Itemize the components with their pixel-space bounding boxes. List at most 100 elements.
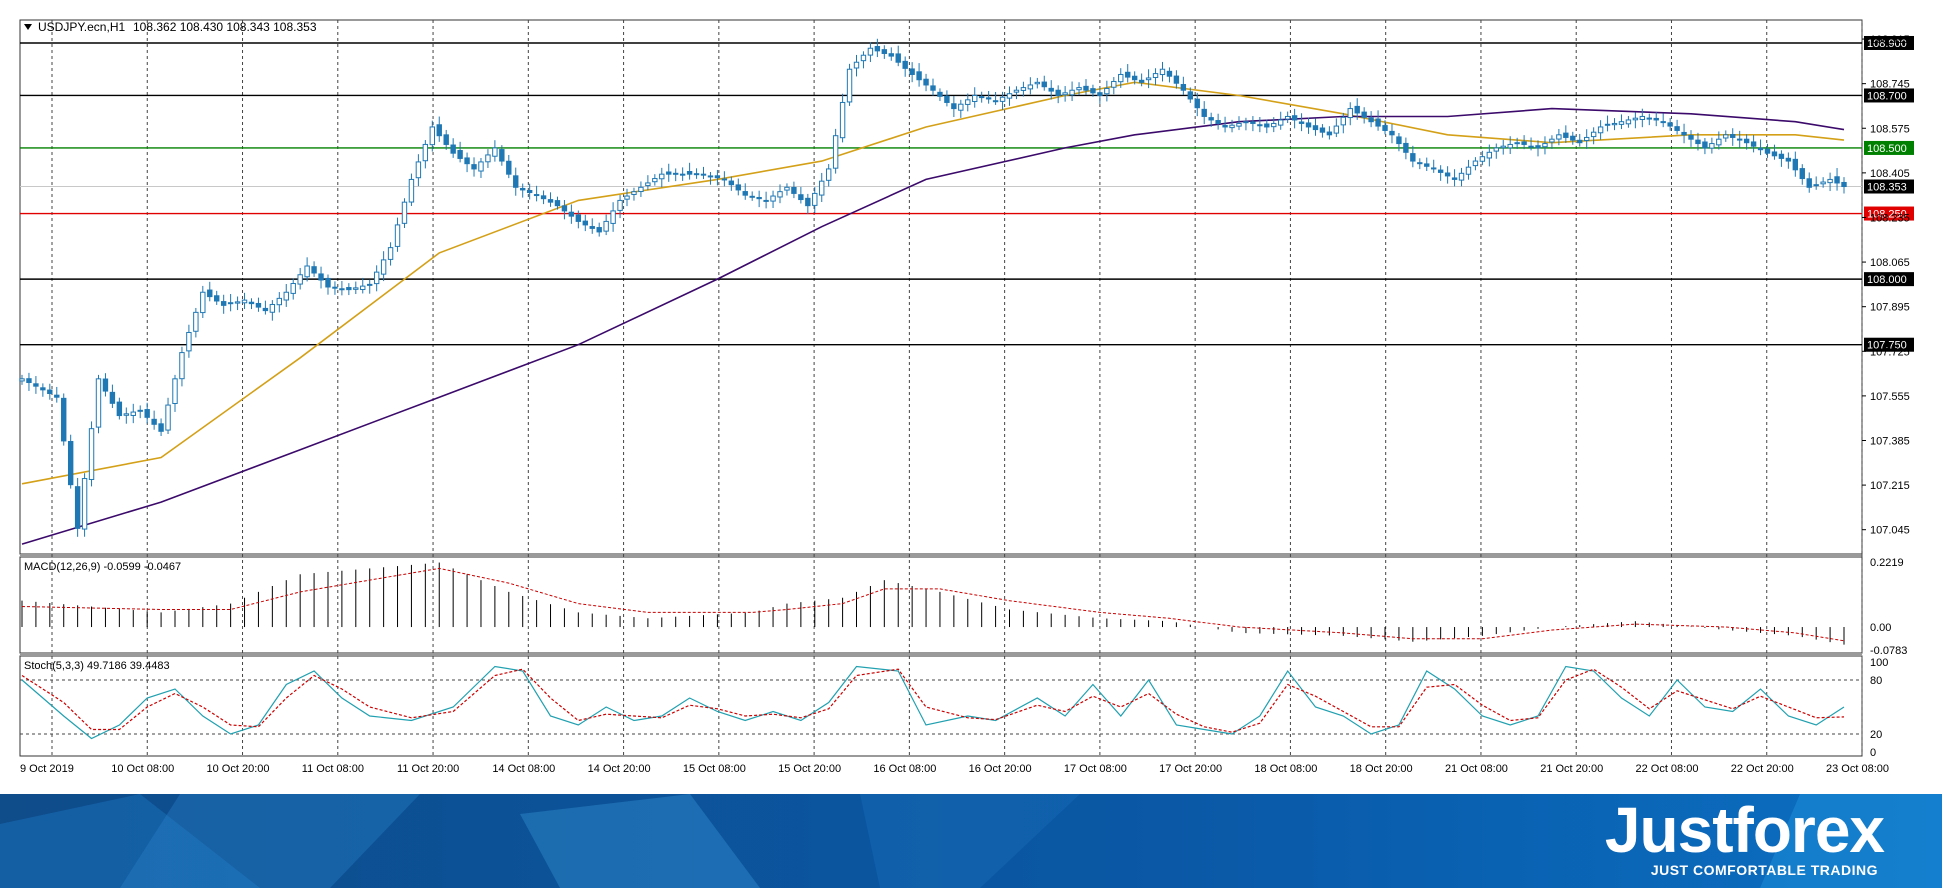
candle-body [846, 68, 853, 103]
x-tick-label: 15 Oct 20:00 [778, 763, 841, 775]
candle-body [262, 307, 269, 312]
pane-separator[interactable] [20, 653, 1862, 656]
candle-body [33, 383, 39, 387]
candle-body [234, 301, 241, 304]
candle-body [19, 378, 25, 382]
x-tick-label: 9 Oct 2019 [20, 763, 74, 775]
candle-body [1841, 181, 1847, 188]
candle-body [1062, 92, 1068, 96]
candle-body [624, 195, 630, 200]
candle-body [165, 404, 171, 431]
candle-body [1138, 79, 1145, 83]
candle-body [471, 164, 477, 170]
candle-body [798, 194, 804, 201]
candle-body [137, 409, 143, 412]
candle-body [1549, 138, 1555, 143]
candle-body [707, 175, 714, 178]
candle-body [540, 195, 547, 200]
candle-body [714, 175, 721, 179]
candle-body [172, 378, 178, 404]
candle-body [679, 173, 686, 176]
candle-body [1097, 92, 1103, 96]
candle-body [812, 192, 818, 206]
x-tick-label: 21 Oct 08:00 [1445, 763, 1508, 775]
candle-body [1111, 80, 1117, 88]
candle-body [1389, 130, 1395, 136]
candle-body [1375, 118, 1381, 127]
y-tick-label: 107.895 [1870, 302, 1910, 314]
candle-body [1604, 123, 1611, 126]
candle-body [958, 103, 964, 111]
symbol-info: USDJPY.ecn,H1 [38, 20, 125, 34]
candle-body [1166, 70, 1173, 77]
candle-body [1431, 167, 1437, 170]
candle-body [1542, 143, 1548, 148]
y-tick-label: 108.575 [1870, 123, 1910, 135]
stoch-pane[interactable] [19, 655, 1863, 757]
candle-body [1291, 115, 1298, 121]
candle-body [1236, 122, 1242, 127]
candle-body [1013, 89, 1020, 93]
macd-pane[interactable] [19, 556, 1863, 654]
x-tick-label: 14 Oct 20:00 [588, 763, 651, 775]
brand-logo: Justforex [1604, 794, 1885, 866]
candle-body [499, 149, 505, 162]
collapse-triangle-icon[interactable] [24, 24, 32, 30]
candle-body [784, 186, 790, 191]
price-level-label: 108.250 [1867, 209, 1907, 221]
candle-body [1368, 117, 1374, 123]
x-tick-label: 22 Oct 08:00 [1635, 763, 1698, 775]
candle-body [353, 287, 359, 290]
candle-body [916, 71, 922, 81]
candle-body [533, 194, 540, 197]
candle-body [1577, 139, 1583, 144]
candle-body [1486, 151, 1493, 159]
candle-body [1104, 87, 1110, 95]
y-tick-label: 108.235 [1870, 212, 1910, 224]
candle-body [1750, 141, 1757, 147]
candle-body [220, 301, 227, 306]
candle-body [1187, 91, 1194, 100]
price-level-tag [1864, 272, 1914, 287]
candle-body [1020, 87, 1027, 91]
x-tick-label: 10 Oct 20:00 [207, 763, 270, 775]
candle-body [332, 286, 338, 289]
candle-body [1493, 147, 1499, 152]
candle-body [1646, 117, 1652, 120]
candle-body [214, 295, 220, 302]
candle-body [130, 411, 136, 416]
candle-body [749, 195, 755, 198]
candle-body [1583, 136, 1590, 141]
candle-body [102, 378, 109, 392]
macd-y-tick-label: 0.00 [1870, 622, 1891, 634]
price-level-tag [1864, 35, 1914, 50]
candle-body [387, 247, 394, 260]
price-level-tag [1864, 140, 1914, 155]
candle-body [109, 391, 116, 404]
candle-body [1785, 157, 1792, 162]
candle-body [874, 46, 881, 52]
candle-body [269, 303, 276, 313]
candle-body [1305, 122, 1312, 128]
candle-body [151, 418, 157, 425]
candle-body [422, 143, 429, 162]
candle-body [686, 171, 693, 175]
candle-body [1458, 172, 1465, 181]
candle-body [582, 220, 588, 226]
candle-body [81, 478, 88, 530]
pane-separator[interactable] [20, 554, 1862, 557]
candle-body [74, 486, 81, 529]
current-price-tag [1864, 179, 1914, 194]
stoch-d-line [21, 668, 1845, 733]
candle-body [1639, 115, 1646, 120]
macd-title: MACD(12,26,9) -0.0599 -0.0467 [24, 561, 181, 573]
candle-body [1034, 81, 1041, 85]
x-tick-label: 17 Oct 20:00 [1159, 763, 1222, 775]
candle-body [1340, 116, 1346, 126]
price-pane[interactable] [19, 19, 1863, 555]
candle-body [186, 331, 192, 352]
candle-body [999, 96, 1006, 102]
candle-body [1632, 117, 1639, 121]
